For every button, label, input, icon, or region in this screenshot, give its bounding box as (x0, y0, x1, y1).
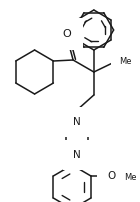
Text: Me: Me (120, 57, 132, 65)
Text: Me: Me (125, 173, 137, 182)
Text: O: O (108, 171, 116, 181)
Text: O: O (63, 29, 72, 39)
Text: N: N (73, 117, 81, 127)
Text: N: N (73, 150, 81, 160)
